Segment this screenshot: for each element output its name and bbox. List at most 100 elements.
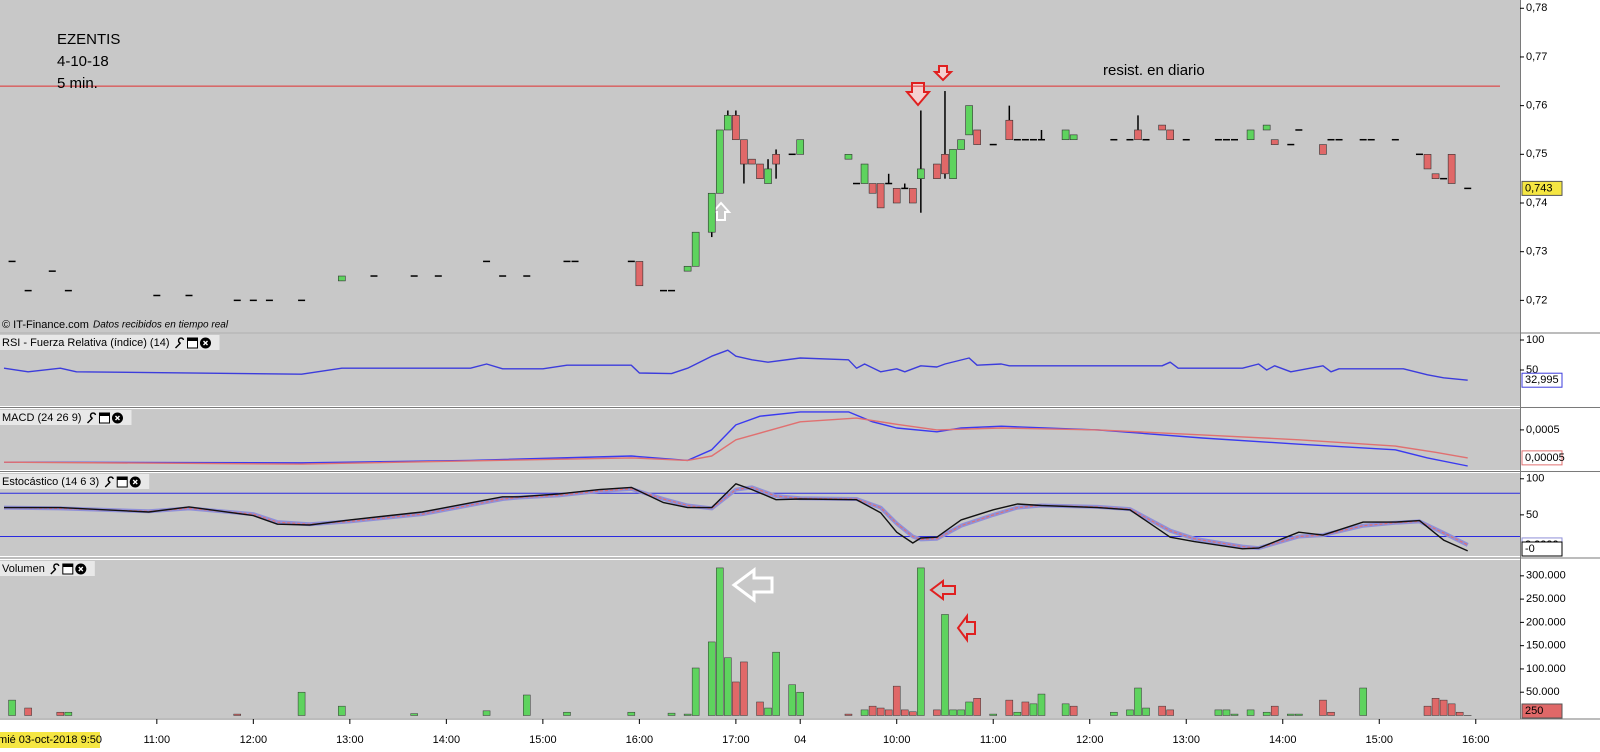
volume-bar [957,709,965,716]
panel-title-bg [0,335,220,350]
x-tick-label: 15:00 [1365,734,1393,746]
candle-body [1246,129,1255,141]
volume-bar [884,709,893,716]
last-value-box [1521,703,1563,719]
x-tick-label: 13:00 [336,734,364,746]
volume-bar [901,709,909,716]
y-tick-label: 50 [1526,509,1538,521]
volume-bar [563,711,571,716]
candle-body [933,163,941,179]
volume-bar [523,694,531,716]
last-value-label: -0 [1525,543,1535,555]
volume-bar [1029,703,1038,716]
y-tick-label: 0,75 [1526,148,1547,160]
volume-bar [1262,711,1271,716]
candle-body [1134,129,1142,141]
candle-body [764,168,772,184]
volume-bar [233,713,241,716]
volume-bar [941,614,949,716]
volume-bar [1287,713,1295,716]
volume-bar [1037,693,1046,716]
volume-bar [1134,687,1142,716]
candle-body [941,154,949,175]
candle-body [715,129,724,194]
series-line [3,417,1468,465]
x-tick-label: 11:00 [980,734,1007,746]
last-value-label: 0,00005 [1525,452,1565,464]
volume-bar [965,701,973,716]
x-tick-label: 17:00 [722,734,750,746]
last-value-label: 0,743 [1525,182,1553,194]
volume-bar [756,701,764,716]
volume-bar [1158,705,1166,716]
candle-body [691,231,700,267]
source: © IT-Finance.com [2,319,89,331]
x-tick-label: 11:00 [143,734,170,746]
panel-title: RSI - Fuerza Relativa (índice) (14) [2,337,170,349]
volume-bar [627,711,636,716]
candle-body [1447,154,1456,184]
x-tick-label: 16:00 [626,734,654,746]
x-tick-label: 10:00 [883,734,911,746]
candle-body [635,261,644,287]
x-tick-label: 15:00 [529,734,557,746]
candle-body [772,154,780,165]
last-value-label: 32,995 [1525,374,1559,386]
y-tick-label: 100.000 [1526,663,1566,675]
candle-body [868,183,877,194]
candle-body [957,139,965,150]
panel-title-bg [0,410,132,425]
y-tick-label: 0,77 [1526,51,1547,63]
window-bar [62,564,73,567]
volume-bar [740,661,748,716]
y-tick-label: 0,74 [1526,197,1547,209]
volume-bar [1295,713,1303,716]
series-line-dash [3,486,1468,549]
volume-bar [1455,711,1464,716]
volume-bar [892,685,901,716]
candle-body [1431,173,1440,179]
volume-bar [482,710,491,716]
candle-body [965,105,973,136]
volume-bar [1005,699,1014,716]
y-tick-label: 150.000 [1526,640,1566,652]
x-tick-label: 04 [794,734,806,746]
candle-body [1005,119,1014,141]
x-tick-label: 13:00 [1172,734,1200,746]
window-bar [117,477,128,480]
volume-bar [8,699,16,716]
volume-bar [796,691,804,716]
volume-bar [973,698,981,716]
cursor-box [0,732,100,748]
panel-title: Estocástico (14 6 3) [2,476,99,488]
volume-bar [876,707,885,716]
candle-body [876,183,885,209]
window-bar [187,338,198,341]
arrow [932,65,954,82]
candle-body [909,188,917,204]
volume-bar [1142,707,1150,716]
x-tick-label: 14:00 [1269,734,1297,746]
candle-body [796,139,805,155]
annotation: 4-10-18 [57,53,109,70]
candle-body [860,163,869,184]
source-note: Datos recibidos en tiempo real [93,320,229,331]
volume-bar [1431,698,1440,716]
series-line [4,483,1468,552]
wrench-icon [50,563,60,575]
panel-bg [0,473,1520,556]
volume-bar [410,713,418,716]
panel-bg [0,334,1520,406]
series-line [3,411,1468,467]
annotation: 5 min. [57,75,98,92]
volume-bar [764,707,772,716]
volume-bar [1013,711,1022,716]
volume-bar [1222,709,1231,716]
last-value-box [1521,180,1563,196]
volume-bar [1110,711,1118,716]
x-tick-label: 14:00 [433,734,461,746]
candle-body [1319,144,1327,155]
arrow [904,82,932,107]
wrench-icon [175,337,185,349]
